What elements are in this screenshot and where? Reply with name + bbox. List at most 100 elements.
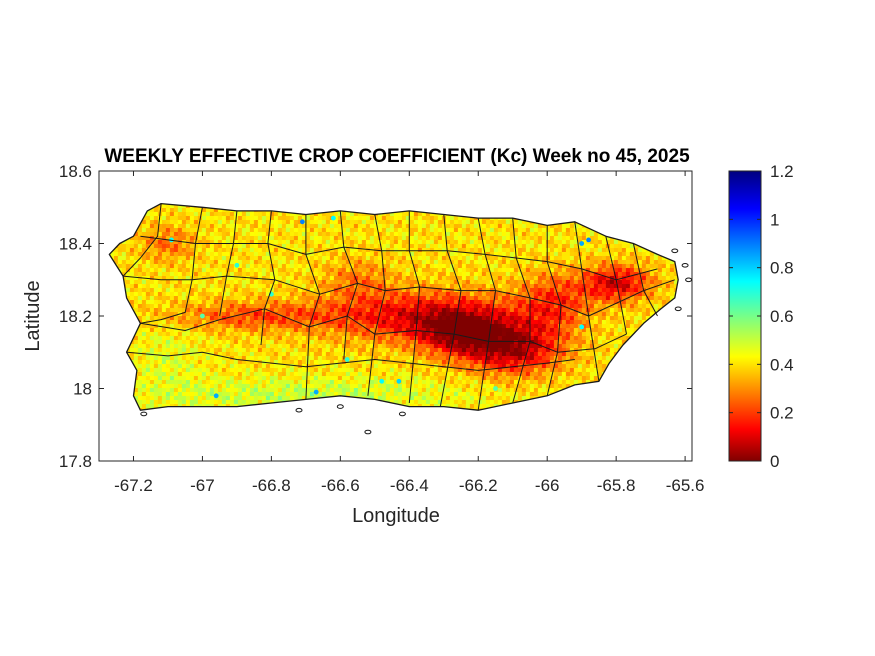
kc-cell [241,276,247,281]
kc-cell [209,292,215,297]
kc-cell [181,320,187,325]
kc-cell [645,272,651,277]
kc-cell [521,276,527,281]
kc-cell [649,252,655,257]
kc-cell [169,328,175,333]
kc-cell [237,244,243,249]
kc-cell [185,220,191,225]
kc-cell [177,292,183,297]
kc-cell [673,284,679,289]
kc-cell [353,212,359,217]
kc-cell [261,244,267,249]
kc-cell [325,328,331,333]
kc-cell [213,304,219,309]
kc-cell [493,220,499,225]
kc-cell [117,268,123,273]
kc-cell [253,324,259,329]
kc-cell [365,304,371,309]
kc-cell [509,276,515,281]
kc-cell [397,244,403,249]
kc-cell [609,320,615,325]
kc-cell [189,312,195,317]
kc-cell [561,256,567,261]
kc-cell [469,268,475,273]
kc-cell [221,256,227,261]
kc-cell [481,240,487,245]
kc-cell [321,220,327,225]
kc-cell [617,260,623,265]
kc-cell [341,260,347,265]
kc-cell [221,240,227,245]
kc-cell [569,224,575,229]
kc-cell [525,280,531,285]
kc-cell [425,304,431,309]
kc-cell [489,284,495,289]
kc-cell [177,336,183,341]
kc-cell [565,232,571,237]
kc-cell [461,232,467,237]
kc-cell [277,336,283,341]
kc-cell [333,248,339,253]
kc-cell [241,304,247,309]
kc-cell [373,272,379,277]
kc-cell [165,264,171,269]
kc-cell [205,264,211,269]
kc-cell [513,308,519,313]
kc-cell [353,224,359,229]
kc-cell [333,296,339,301]
kc-cell [525,324,531,329]
kc-cell [285,328,291,333]
kc-cell [529,308,535,313]
kc-cell [217,208,223,213]
kc-cell [321,304,327,309]
kc-cell [229,328,235,333]
kc-cell [433,216,439,221]
kc-cell [533,240,539,245]
kc-cell [349,224,355,229]
kc-cell [605,316,611,321]
kc-cell [585,272,591,277]
kc-cell [549,248,555,253]
kc-cell [329,256,335,261]
kc-cell [405,212,411,217]
kc-cell [417,212,423,217]
kc-cell [653,304,659,309]
kc-cell [585,268,591,273]
kc-cell [197,296,203,301]
kc-cell [437,268,443,273]
kc-cell [397,280,403,285]
kc-cell [469,240,475,245]
kc-cell [257,316,263,321]
kc-cell [521,284,527,289]
kc-cell [533,268,539,273]
kc-cell [453,296,459,301]
kc-cell [293,220,299,225]
kc-cell [629,324,635,329]
kc-cell [525,228,531,233]
kc-cell [537,248,543,253]
kc-cell [637,312,643,317]
kc-cell [189,300,195,305]
kc-cell [665,260,671,265]
kc-cell [413,232,419,237]
kc-cell [533,320,539,325]
kc-cell [501,252,507,257]
kc-cell [297,228,303,233]
kc-cell [137,324,143,329]
kc-cell [449,240,455,245]
kc-cell [397,252,403,257]
kc-cell [521,236,527,241]
kc-cell [605,312,611,317]
kc-cell [441,324,447,329]
kc-cell [485,280,491,285]
kc-cell [561,252,567,257]
kc-cell [585,280,591,285]
kc-cell [161,280,167,285]
kc-cell [573,288,579,293]
kc-cell [381,216,387,221]
kc-cell [425,268,431,273]
kc-cell [141,244,147,249]
kc-cell [233,296,239,301]
kc-cell [205,308,211,313]
kc-cell [329,268,335,273]
